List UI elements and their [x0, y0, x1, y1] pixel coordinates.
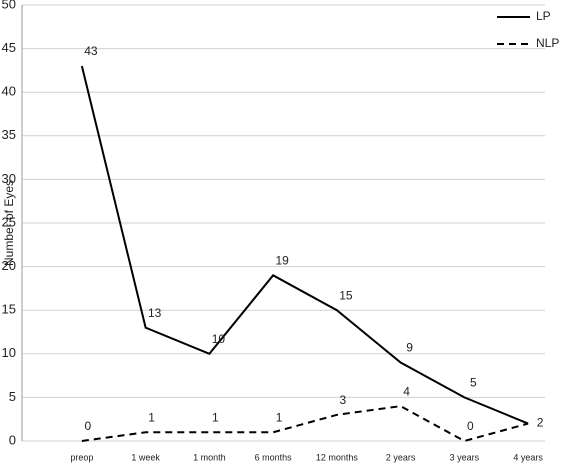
y-tick-label: 15	[2, 302, 16, 317]
data-label: 1	[212, 410, 219, 424]
x-tick-label: 4 years	[513, 452, 543, 462]
x-tick-label: 6 months	[255, 452, 293, 462]
x-tick-label: 3 years	[450, 452, 480, 462]
data-label: 1	[148, 410, 155, 424]
data-label: 15	[339, 288, 353, 302]
y-tick-label: 30	[2, 171, 16, 186]
data-label: 43	[84, 44, 98, 58]
y-tick-label: 40	[2, 84, 16, 99]
line-series	[80, 65, 529, 425]
x-tick-label: 1 month	[193, 452, 226, 462]
data-label: 4	[403, 384, 410, 398]
y-tick-label: 25	[2, 214, 16, 229]
data-label: 1	[276, 410, 283, 424]
data-label: 0	[85, 419, 92, 433]
data-label: 2	[537, 416, 544, 430]
y-tick-label: 5	[9, 389, 16, 404]
data-label: 19	[275, 253, 289, 267]
y-tick-label: 0	[9, 432, 16, 447]
data-label: 13	[148, 306, 162, 320]
y-tick-label: 10	[2, 345, 16, 360]
x-tick-label: 2 years	[386, 452, 416, 462]
data-label: 10	[212, 332, 226, 346]
x-tick-label: preop	[70, 452, 93, 462]
data-label: 9	[406, 341, 413, 355]
data-label: 5	[470, 376, 477, 390]
data-label: 3	[340, 393, 347, 407]
line-series	[81, 405, 529, 443]
y-axis-label: Number of Eyes	[2, 180, 16, 266]
x-tick-label: 12 months	[316, 452, 359, 462]
legend-label: LP	[536, 9, 551, 23]
y-tick-label: 35	[2, 127, 16, 142]
data-label: 0	[467, 419, 474, 433]
y-tick-label: 45	[2, 40, 16, 55]
x-tick-label: 1 week	[131, 452, 160, 462]
legend-label: NLP	[536, 36, 559, 50]
y-tick-label: 20	[2, 258, 16, 273]
y-tick-label: 50	[2, 0, 16, 11]
